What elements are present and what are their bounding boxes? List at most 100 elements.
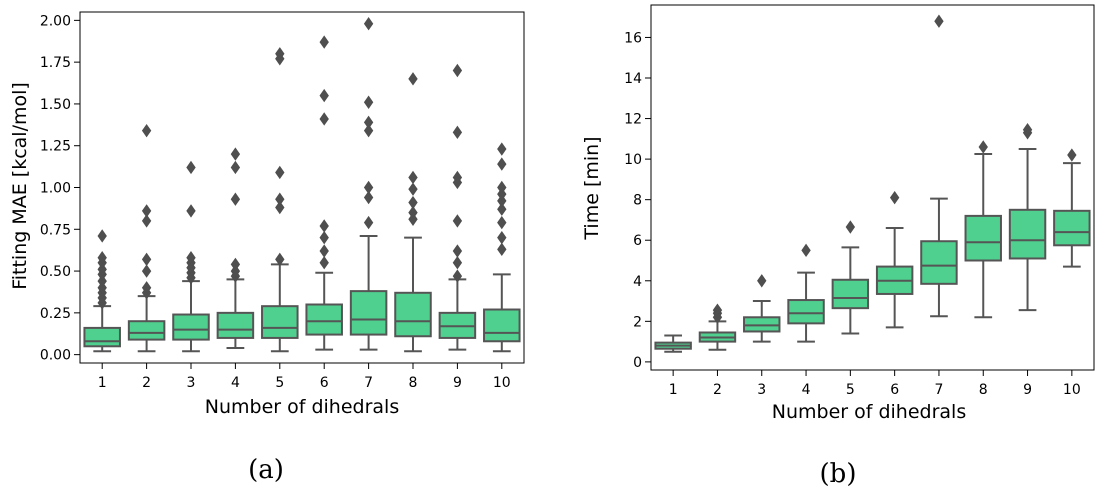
box-iqr	[172, 313, 210, 341]
outlier-marker	[408, 182, 418, 196]
panel-b-box-7	[920, 14, 958, 318]
panel-a-fitting-mae: 0.00 0.25 0.50 0.75 1.00 1.25 1.50 1.75 2.00 1 2 3…	[9, 11, 525, 485]
outlier-marker	[141, 252, 152, 267]
outlier-marker	[141, 214, 152, 228]
panel-b-y-tick-label: 0	[633, 355, 642, 371]
outlier-marker	[452, 269, 463, 283]
panel-b-x-tick-label: 3	[757, 382, 766, 398]
panel-a-y-tick-label: 0.50	[40, 264, 71, 280]
outlier-marker	[1022, 123, 1033, 137]
panel-b-box-8	[964, 140, 1002, 319]
outlier-marker	[319, 112, 329, 126]
panel-b-x-tick-label: 10	[1063, 382, 1081, 398]
outlier-marker	[230, 192, 241, 206]
panel-a-box-2	[127, 123, 166, 353]
outlier-marker	[452, 256, 463, 270]
panel-b-x-tick-label: 6	[890, 382, 899, 398]
outlier-marker	[801, 243, 811, 258]
panel-b-caption: (b)	[820, 459, 857, 489]
box-iqr	[831, 278, 870, 310]
panel-b-x-tick-label: 2	[713, 382, 722, 398]
panel-a-x-tick-label: 4	[231, 375, 240, 391]
panel-a-y-tick-label: 1.25	[40, 139, 71, 155]
outlier-marker	[97, 229, 107, 243]
panel-a-x-tick-label: 5	[275, 375, 284, 391]
outlier-marker	[141, 281, 152, 295]
outlier-marker	[275, 47, 285, 61]
outlier-marker	[230, 147, 241, 161]
box-iqr	[743, 316, 781, 333]
box-iqr	[394, 291, 432, 338]
box-iqr	[920, 240, 958, 285]
panel-a-box-4	[216, 147, 255, 349]
panel-b-x-tick-label: 9	[1023, 382, 1032, 398]
box-iqr	[216, 311, 255, 339]
box-iqr	[1053, 209, 1091, 247]
outlier-marker	[363, 95, 374, 109]
panel-a-box-7	[349, 17, 388, 351]
panel-b-y-tick-label: 2	[633, 314, 642, 330]
outlier-marker	[363, 190, 374, 205]
panel-a-y-tick-label: 1.50	[40, 97, 71, 113]
panel-a-x-tick-label: 9	[453, 375, 462, 391]
panel-b-box-10	[1053, 148, 1091, 268]
outlier-marker	[497, 157, 507, 171]
outlier-marker	[497, 142, 507, 156]
outlier-marker	[319, 219, 329, 233]
panel-a-box-10	[483, 142, 521, 353]
box-iqr	[83, 326, 121, 348]
outlier-marker	[186, 204, 196, 218]
outlier-marker	[452, 170, 463, 185]
outlier-marker	[186, 251, 196, 265]
outlier-marker	[757, 274, 767, 288]
outlier-marker	[230, 257, 241, 272]
panel-a-box-5	[261, 47, 299, 353]
panel-b-box-4	[787, 243, 825, 343]
outlier-marker	[141, 264, 152, 278]
panel-a-y-tick-label: 0.00	[40, 348, 71, 364]
outlier-marker	[275, 200, 285, 215]
panel-a-x-tick-label: 8	[409, 375, 418, 391]
outlier-marker	[363, 115, 374, 130]
panel-b-y-tick-label: 4	[633, 274, 642, 290]
box-iqr	[483, 308, 521, 343]
outlier-marker	[363, 180, 374, 195]
panel-a-box-8	[394, 72, 432, 353]
panel-b-y-axis-label: Time [min]	[581, 136, 603, 240]
outlier-marker	[497, 215, 507, 230]
outlier-marker	[845, 220, 856, 234]
panel-a-box-6	[305, 35, 343, 351]
panel-b-x-ticks: 1 2 3 4 5 6 7 8 9 10	[669, 370, 1081, 398]
outlier-marker	[889, 190, 900, 205]
outlier-marker	[319, 35, 329, 49]
panel-a-x-tick-label: 3	[187, 375, 196, 391]
outlier-marker	[275, 252, 285, 267]
panel-b-x-tick-label: 8	[979, 382, 988, 398]
panel-a-y-tick-label: 2.00	[40, 13, 71, 29]
panel-a-box-9	[438, 63, 477, 351]
panel-a-y-tick-label: 0.25	[40, 306, 71, 322]
outlier-marker	[141, 123, 152, 138]
panel-a-box-1	[83, 229, 121, 353]
outlier-marker	[275, 165, 285, 180]
panel-a-y-tick-label: 1.75	[40, 55, 71, 71]
panel-a-caption: (a)	[248, 455, 284, 485]
outlier-marker	[452, 244, 463, 258]
outlier-marker	[497, 180, 507, 195]
outlier-marker	[230, 160, 241, 175]
outlier-marker	[497, 230, 507, 245]
panel-a-x-tick-label: 2	[142, 375, 151, 391]
panel-b-box-2	[698, 303, 737, 351]
outlier-marker	[452, 63, 463, 78]
outlier-marker	[408, 170, 418, 185]
panel-a-x-tick-label: 6	[320, 375, 329, 391]
panel-b-x-axis-label: Number of dihedrals	[772, 401, 966, 423]
panel-b-box-9	[1008, 123, 1047, 312]
panel-b-y-ticks: 0 2 4 6 8 10 12 14 16	[624, 30, 651, 371]
outlier-marker	[186, 160, 196, 175]
panel-b-box-3	[743, 274, 781, 343]
outlier-marker	[97, 251, 107, 265]
panel-a-y-tick-label: 1.00	[40, 181, 71, 197]
box-iqr	[787, 299, 825, 325]
